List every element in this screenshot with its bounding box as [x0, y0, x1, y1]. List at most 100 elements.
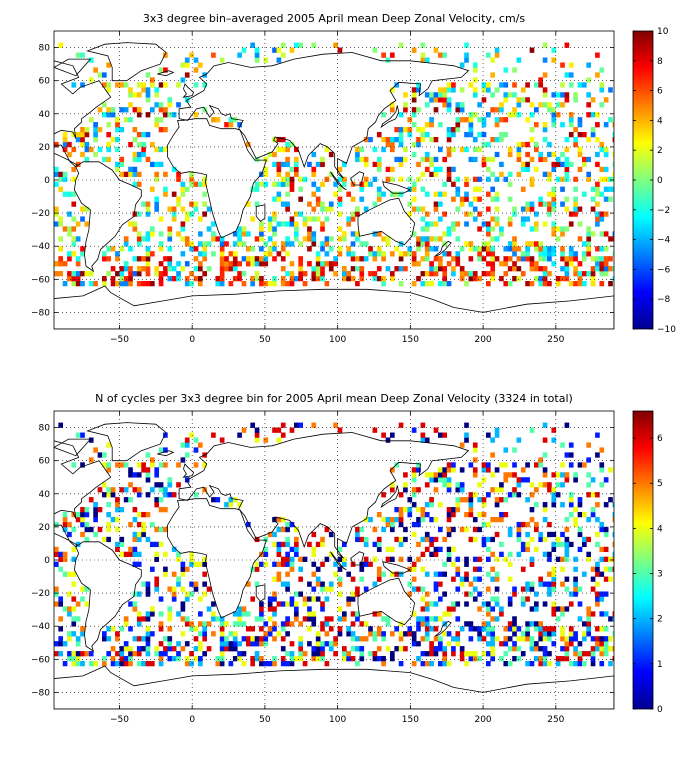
bin-cell	[599, 651, 605, 657]
bin-cell	[136, 156, 142, 163]
bin-cell	[145, 452, 151, 458]
bin-cell	[429, 477, 434, 483]
bin-cell	[219, 57, 225, 63]
bin-cell	[150, 631, 155, 637]
bin-cell	[211, 236, 216, 242]
bin-cell	[586, 136, 592, 143]
bin-cell	[328, 206, 334, 212]
bin-cell	[416, 541, 421, 548]
bin-cell	[534, 261, 539, 267]
bin-cell	[590, 511, 596, 518]
bin-cell	[302, 236, 308, 242]
bin-cell	[394, 626, 400, 632]
bin-cell	[136, 621, 142, 627]
bin-cell	[529, 606, 535, 612]
bin-cell	[494, 52, 500, 58]
bin-cell	[542, 437, 548, 443]
bin-cell	[551, 47, 557, 53]
bin-cell	[603, 271, 609, 277]
bin-cell	[612, 122, 614, 128]
bin-cell	[603, 256, 609, 262]
bin-cell	[315, 596, 321, 602]
bin-cell	[538, 636, 544, 642]
bin-cell	[451, 166, 456, 173]
bin-cell	[88, 497, 94, 503]
bin-cell	[219, 251, 225, 257]
bin-cell	[132, 256, 138, 262]
bin-cell	[320, 156, 325, 163]
bin-cell	[433, 551, 439, 557]
bin-cell	[71, 176, 77, 182]
bin-cell	[141, 467, 146, 473]
bin-cell	[577, 546, 583, 553]
bin-cell	[128, 601, 133, 607]
bin-cell	[451, 181, 456, 187]
bin-cell	[189, 176, 194, 182]
bin-cell	[486, 432, 491, 438]
bin-cell	[455, 176, 461, 182]
bin-cell	[416, 206, 421, 212]
bin-cell	[80, 52, 85, 58]
bin-cell	[381, 52, 386, 58]
bin-cell	[599, 467, 605, 473]
bin-cell	[307, 596, 312, 602]
bin-cell	[128, 102, 133, 108]
bin-cell	[503, 117, 509, 123]
bin-cell	[88, 437, 94, 443]
bin-cell	[276, 161, 282, 168]
bin-cell	[145, 591, 151, 597]
bin-cell	[586, 92, 592, 98]
bin-cell	[468, 511, 474, 518]
bin-cell	[237, 616, 242, 622]
bin-cell	[263, 57, 269, 63]
bin-cell	[320, 246, 325, 252]
bin-cell	[315, 576, 321, 582]
bin-cell	[154, 122, 160, 128]
bin-cell	[272, 541, 277, 548]
bin-cell	[219, 616, 225, 622]
bin-cell	[560, 276, 565, 282]
bin-cell	[503, 256, 509, 262]
bin-cell	[468, 497, 474, 503]
bin-cell	[189, 626, 194, 632]
bin-cell	[416, 586, 421, 592]
bin-cell	[280, 581, 286, 587]
bin-cell	[171, 571, 177, 577]
bin-cell	[154, 117, 160, 123]
bin-cell	[158, 462, 164, 468]
bin-cell	[311, 266, 317, 272]
bin-cell	[429, 97, 434, 103]
bin-cell	[163, 571, 168, 577]
bin-cell	[263, 631, 269, 637]
bin-cell	[507, 196, 513, 202]
bin-cell	[54, 546, 59, 553]
bin-cell	[141, 201, 146, 207]
bin-cell	[84, 206, 90, 212]
bin-cell	[350, 631, 356, 637]
bin-cell	[499, 107, 504, 113]
bin-cell	[490, 251, 496, 257]
bin-cell	[276, 561, 282, 567]
bin-cell	[429, 651, 434, 657]
bin-cell	[320, 561, 325, 567]
bin-cell	[438, 571, 443, 577]
bin-cell	[568, 256, 574, 262]
bin-cell	[560, 611, 565, 617]
bin-cell	[84, 526, 90, 533]
bin-cell	[145, 256, 151, 262]
bin-cell	[603, 566, 609, 572]
bin-cell	[503, 477, 509, 483]
bin-cell	[586, 236, 592, 242]
bin-cell	[132, 211, 138, 217]
bin-cell	[438, 52, 443, 58]
bin-cell	[115, 546, 120, 553]
bin-cell	[525, 241, 530, 247]
bin-cell	[58, 636, 64, 642]
bin-cell	[520, 566, 526, 572]
bin-cell	[158, 82, 164, 88]
bin-cell	[154, 482, 160, 488]
bin-cell	[88, 146, 94, 153]
bin-cell	[403, 127, 408, 133]
bin-cell	[289, 181, 295, 187]
